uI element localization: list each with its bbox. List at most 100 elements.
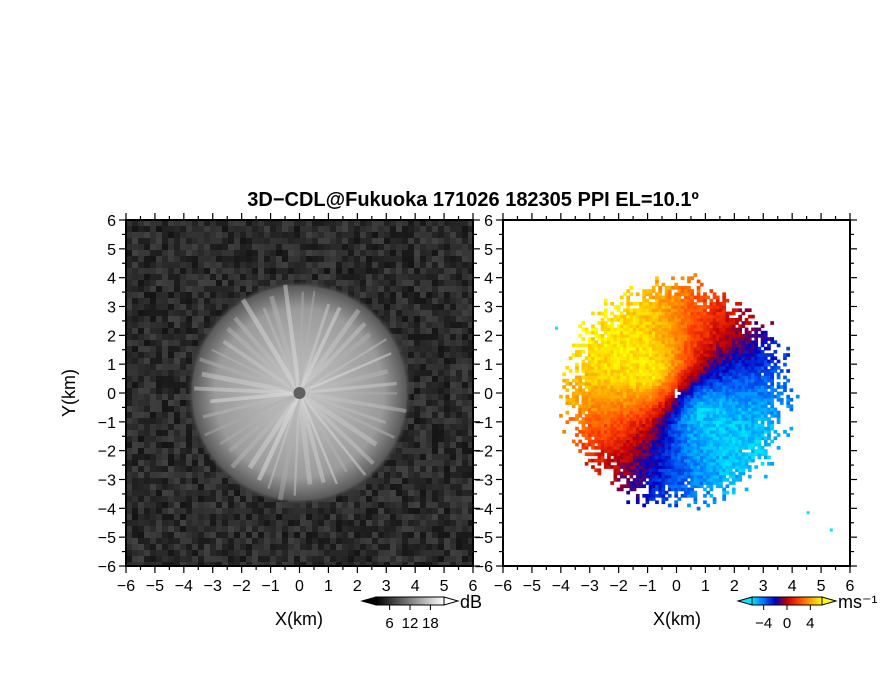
colorbar-segment bbox=[759, 597, 761, 605]
colorbar-segment bbox=[777, 597, 780, 605]
x-tick-label: −6 bbox=[117, 578, 135, 595]
colorbar-segment bbox=[768, 597, 770, 605]
colorbar-segment bbox=[792, 597, 795, 605]
colorbar-segment bbox=[806, 597, 809, 605]
y-tick-label: 0 bbox=[484, 386, 493, 403]
chart-title: 3D−CDL@Fukuoka 171026 182305 PPI EL=10.1… bbox=[247, 189, 699, 211]
colorbar-segment bbox=[818, 597, 821, 605]
x-tick-label: −3 bbox=[204, 578, 222, 595]
radial-streak bbox=[298, 291, 305, 394]
y-tick-label: −1 bbox=[98, 415, 116, 432]
colorbar-tick-label: 4 bbox=[806, 615, 814, 632]
colorbar-segment bbox=[802, 597, 804, 605]
radial-streak bbox=[298, 390, 378, 447]
radial-streak bbox=[297, 322, 367, 395]
radial-streak bbox=[269, 295, 302, 394]
colorbar-segment bbox=[753, 597, 755, 605]
colorbar-min-arrow bbox=[360, 596, 377, 606]
colorbar-segment bbox=[808, 597, 810, 605]
y-tick-label: 4 bbox=[107, 271, 116, 288]
colorbar-segment bbox=[794, 597, 796, 605]
colorbar-segment bbox=[798, 597, 801, 605]
x-tick-label: 1 bbox=[324, 578, 333, 595]
isolated-echo bbox=[806, 511, 810, 515]
radial-streak bbox=[233, 316, 302, 395]
colorbar-segment bbox=[803, 597, 805, 605]
colorbar-segment bbox=[809, 597, 811, 605]
reflectivity-colorbar: 6 12 18 dB bbox=[360, 592, 482, 632]
colorbar-segment bbox=[783, 597, 786, 605]
colorbar-segment bbox=[781, 597, 783, 605]
radial-streak bbox=[219, 391, 301, 446]
radial-streak bbox=[228, 391, 301, 453]
y-axis-label: Y(km) bbox=[59, 369, 79, 417]
radial-streak bbox=[298, 303, 331, 394]
y-tick-label: 5 bbox=[484, 242, 493, 259]
colorbar-segment bbox=[813, 597, 816, 605]
y-tick-label: 4 bbox=[484, 271, 493, 288]
x-tick-label: 5 bbox=[817, 578, 826, 595]
radial-streak bbox=[194, 386, 300, 395]
colorbar-tick-label: 6 bbox=[385, 615, 393, 632]
radial-streak bbox=[297, 392, 326, 484]
radar-center bbox=[293, 387, 306, 399]
y-tick-label: 2 bbox=[484, 328, 493, 345]
reflectivity-panel: −6 −5 −4 −3 −2 −1 0 1 2 3 4 5 6 6 5 4 3 2 1 0 −1 −2 −3 −4 −5 −6 bbox=[98, 213, 480, 595]
colorbar-min-arrow bbox=[736, 596, 753, 606]
colorbar-segment bbox=[812, 597, 815, 605]
colorbar-segment bbox=[799, 597, 802, 605]
x-tick-label: −2 bbox=[610, 578, 628, 595]
colorbar-segment bbox=[769, 597, 772, 605]
y-tick-label: −6 bbox=[475, 559, 493, 576]
x-tick-label: −1 bbox=[261, 578, 279, 595]
radial-streak bbox=[299, 352, 392, 395]
radial-streak bbox=[298, 392, 338, 485]
radial-streak bbox=[297, 392, 313, 485]
colorbar-segment bbox=[804, 597, 807, 605]
x-tick-label: 2 bbox=[353, 578, 362, 595]
y-tick-label: 6 bbox=[107, 213, 116, 230]
colorbar-segment bbox=[816, 597, 818, 605]
colorbar-unit: dB bbox=[460, 592, 482, 612]
colorbar-segment bbox=[815, 597, 817, 605]
y-tick-label: −4 bbox=[475, 501, 493, 518]
x-tick-label: 6 bbox=[846, 578, 855, 595]
y-tick-label: 3 bbox=[107, 300, 116, 317]
x-tick-label: −5 bbox=[523, 578, 541, 595]
colorbar-segment bbox=[760, 597, 762, 605]
colorbar-segment bbox=[784, 597, 787, 605]
x-tick-label: 4 bbox=[411, 578, 420, 595]
y-tick-label: 5 bbox=[107, 242, 116, 259]
x-tick-label: −3 bbox=[581, 578, 599, 595]
radial-streak bbox=[298, 391, 395, 439]
radial-streak bbox=[199, 357, 301, 395]
colorbar-segment bbox=[805, 597, 808, 605]
radial-streak bbox=[230, 391, 302, 469]
y-tick-label: 1 bbox=[107, 357, 116, 374]
x-tick-label: 3 bbox=[759, 578, 768, 595]
colorbar-segment bbox=[796, 597, 798, 605]
y-tick-label: −2 bbox=[98, 444, 116, 461]
colorbar-segment bbox=[752, 597, 754, 605]
x-tick-label: 5 bbox=[440, 578, 449, 595]
colorbar-segment bbox=[790, 597, 793, 605]
y-tick-label: 3 bbox=[484, 300, 493, 317]
x-tick-label: 2 bbox=[730, 578, 739, 595]
radial-streak bbox=[298, 392, 367, 476]
colorbar-segment bbox=[761, 597, 763, 605]
colorbar-segment bbox=[763, 597, 766, 605]
radial-streak bbox=[298, 369, 389, 396]
velocity-panel: −6 −5 −4 −3 −2 −1 0 1 2 3 4 5 6 6 5 4 3 2 1 0 −1 −2 −3 −4 −5 −6 bbox=[475, 213, 857, 595]
colorbar-tick-label: 12 bbox=[402, 615, 419, 632]
colorbar-segment bbox=[755, 597, 758, 605]
isolated-echo bbox=[555, 326, 559, 330]
heatmap-image bbox=[503, 220, 850, 566]
colorbar-segment bbox=[795, 597, 797, 605]
colorbar-segment bbox=[770, 597, 773, 605]
colorbar-segment bbox=[787, 597, 789, 605]
y-tick-label: −4 bbox=[98, 501, 116, 518]
x-tick-label: −2 bbox=[233, 578, 251, 595]
plot-background bbox=[503, 220, 850, 566]
radial-streak bbox=[297, 306, 342, 394]
